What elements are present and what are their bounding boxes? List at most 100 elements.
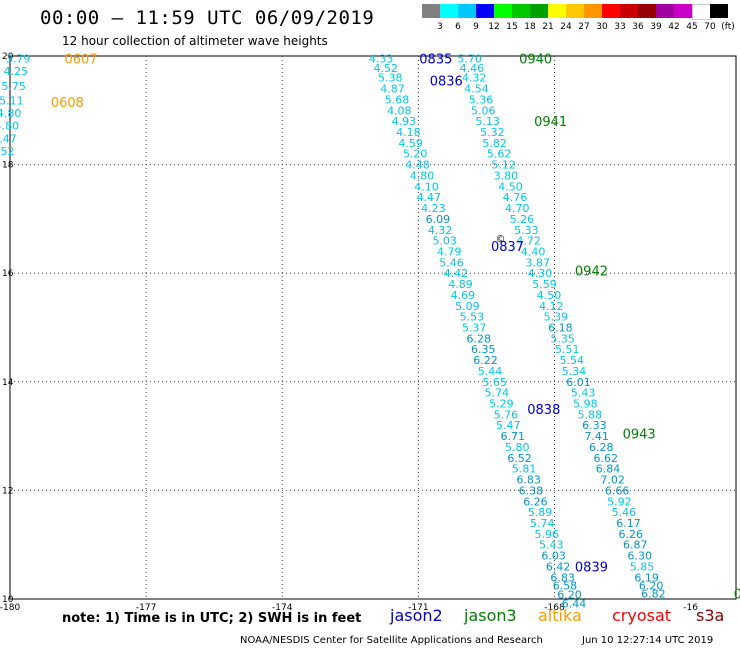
swh-value-label: 6.22	[473, 354, 498, 367]
scale-swatch	[548, 4, 566, 18]
swh-value-label: 4.12	[539, 300, 564, 313]
swh-value-label: 4.79	[437, 245, 462, 258]
swh-value-label: 4.47	[417, 191, 442, 204]
swh-value-label: 4.72	[516, 235, 541, 248]
swh-value-label: 4.54	[464, 83, 489, 96]
swh-value-label: 5.89	[528, 506, 553, 519]
x-tick-label: -180	[0, 603, 20, 613]
swh-value-label: 5.46	[439, 256, 464, 269]
swh-value-label: 5.65	[482, 376, 507, 389]
y-tick-label: 20	[2, 52, 14, 62]
swh-value-label: 4.70	[505, 202, 530, 215]
pass-time-label: 0838	[527, 403, 560, 418]
scale-label: 18	[524, 22, 536, 32]
swh-value-label: 5.26	[510, 213, 535, 226]
swh-value-label: 5.32	[480, 126, 505, 139]
swh-value-label: 6.17	[616, 517, 641, 530]
swh-value-label: 5.82	[482, 137, 507, 150]
swh-value-label: 4.47	[0, 133, 17, 146]
satellite-legend-entry: jason2	[390, 606, 443, 625]
swh-value-label: 6.26	[523, 495, 548, 508]
scale-label: 3	[437, 22, 443, 32]
swh-value-label: 5.20	[403, 148, 428, 161]
swh-value-label: 5.36	[469, 93, 494, 106]
scale-swatch	[584, 4, 602, 18]
swh-value-label: 4.59	[398, 137, 423, 150]
swh-value-label: 4.25	[4, 65, 29, 78]
swh-value-label: 3.87	[525, 256, 550, 269]
scale-label: 30	[596, 22, 608, 32]
swh-value-label: 5.96	[535, 528, 560, 541]
swh-value-label: 5.38	[378, 72, 403, 85]
credit-text: NOAA/NESDIS Center for Satellite Applica…	[240, 635, 543, 646]
swh-value-label: 4.18	[396, 126, 421, 139]
swh-value-label: 4.52	[373, 62, 398, 75]
swh-value-label: 4.10	[414, 180, 439, 193]
swh-value-label: 5.44	[478, 365, 503, 378]
pass-time-label: 09	[734, 588, 740, 603]
swh-value-label: 5.11	[0, 95, 24, 108]
swh-value-label: 6.30	[628, 550, 653, 563]
swh-value-label: 4.52	[0, 145, 15, 158]
swh-value-label: 5.53	[460, 311, 485, 324]
swh-value-label: 4.30	[528, 267, 553, 280]
swh-value-label: 5.68	[385, 93, 410, 106]
swh-value-label: 5.81	[512, 463, 537, 476]
pass-time-label: 0940	[519, 53, 552, 68]
swh-value-label: 4.46	[460, 62, 485, 75]
swh-value-label: 3.80	[494, 169, 519, 182]
swh-value-label: 4.69	[451, 289, 476, 302]
scale-label: 45	[686, 22, 698, 32]
scale-label: 24	[560, 22, 572, 32]
scale-label: 9	[473, 22, 479, 32]
swh-value-label: 6.38	[519, 484, 544, 497]
swh-value-label: 4.80	[0, 120, 19, 133]
swh-value-label: 6.44	[562, 597, 587, 610]
satellite-legend-entry: cryosat	[612, 606, 672, 625]
satellite-legend-entry: s3a	[696, 606, 725, 625]
swh-value-label: 6.20	[557, 589, 582, 602]
scale-label: 12	[488, 22, 500, 32]
swh-value-label: 6.83	[550, 571, 575, 584]
swh-value-label: 5.76	[494, 408, 519, 421]
chart-subtitle: 12 hour collection of altimeter wave hei…	[62, 34, 328, 48]
scale-swatch	[638, 4, 656, 18]
swh-value-label: 5.34	[562, 365, 587, 378]
swh-value-label: 5.70	[457, 53, 482, 66]
swh-value-label: 4.50	[537, 289, 562, 302]
generation-timestamp: Jun 10 12:27:14 UTC 2019	[582, 635, 714, 646]
scale-label: 21	[542, 22, 554, 32]
scale-swatch	[566, 4, 584, 18]
swh-value-label: 7.41	[584, 430, 609, 443]
swh-value-label: 4.32	[428, 224, 453, 237]
swh-value-label: 5.85	[630, 560, 655, 573]
swh-value-label: 5.03	[432, 235, 457, 248]
y-tick-label: 16	[2, 269, 14, 279]
swh-value-label: 5.74	[530, 517, 555, 530]
position-marker: ©	[496, 234, 506, 245]
scale-label: 39	[650, 22, 662, 32]
pass-time-label: 0839	[575, 560, 608, 575]
swh-value-label: 4.33	[369, 53, 394, 66]
scale-swatch	[440, 4, 458, 18]
x-tick-label: -171	[408, 603, 428, 613]
swh-value-label: 6.20	[639, 579, 664, 592]
scale-swatch	[620, 4, 638, 18]
swh-value-label: 6.28	[589, 441, 614, 454]
footer-note: note: 1) Time is in UTC; 2) SWH is in fe…	[62, 611, 362, 626]
swh-value-label: 6.19	[634, 571, 659, 584]
swh-value-label: 5.37	[462, 322, 487, 335]
swh-value-label: 4.23	[421, 202, 446, 215]
swh-value-label: 4.93	[392, 115, 417, 128]
y-tick-label: 12	[2, 486, 13, 496]
swh-value-label: 5.80	[505, 441, 530, 454]
swh-value-label: 6.71	[501, 430, 526, 443]
scale-swatch	[494, 4, 512, 18]
swh-value-label: 6.87	[623, 539, 648, 552]
scale-label: (ft)	[721, 22, 735, 32]
swh-value-label: 6.28	[466, 332, 491, 345]
y-tick-label: 10	[2, 595, 14, 605]
scale-swatch	[422, 4, 440, 18]
chart-title: 00:00 – 11:59 UTC 06/09/2019	[40, 7, 375, 29]
